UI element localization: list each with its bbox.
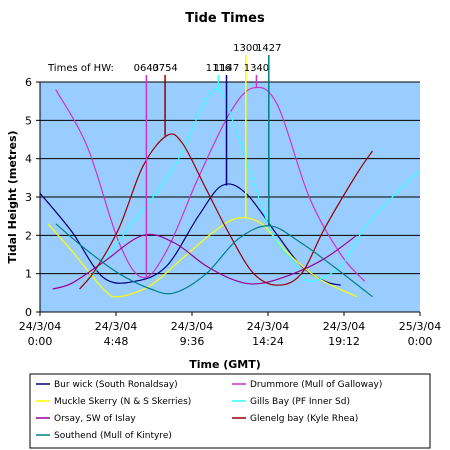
legend-label: Southend (Mull of Kintyre): [54, 431, 172, 441]
hw-marker-label: 1340: [244, 63, 269, 74]
series-line-1: [55, 86, 366, 282]
x-tick-label-date: 24/3/04: [95, 320, 137, 333]
x-tick-label-time: 0:00: [28, 335, 53, 348]
y-tick-label: 6: [25, 76, 32, 89]
x-tick-label-time: 19:12: [328, 335, 360, 348]
x-tick-label-date: 25/3/04: [399, 320, 441, 333]
x-tick-label-date: 24/3/04: [19, 320, 61, 333]
hw-marker-label: 1147: [214, 63, 239, 74]
series-line-4: [52, 233, 358, 290]
hw-marker-label: 0643: [134, 63, 159, 74]
y-tick-label: 5: [25, 114, 32, 127]
x-tick-label-time: 9:36: [180, 335, 205, 348]
legend-label: Glenelg bay (Kyle Rhea): [250, 414, 358, 424]
chart-title: Tide Times: [185, 11, 265, 26]
hw-marker-label: 1427: [256, 43, 281, 54]
x-tick-label-time: 0:00: [408, 335, 433, 348]
y-tick-label: 0: [25, 306, 32, 319]
x-tick-label-date: 24/3/04: [323, 320, 365, 333]
plot-area: 0 1 2 3 4 5 6 24/3/04 0:00 24/3/04 4:48 24/3/04 9:36…: [19, 43, 441, 348]
x-tick-label-date: 24/3/04: [247, 320, 289, 333]
y-tick-label: 2: [25, 229, 32, 242]
hw-marker-label: 1300: [233, 43, 258, 54]
x-tick-label-time: 14:24: [252, 335, 284, 348]
x-tick-label-time: 4:48: [104, 335, 129, 348]
hw-caption: Times of HW:: [47, 63, 114, 74]
hw-marker-label: 1116: [206, 63, 231, 74]
y-tick-label: 3: [25, 191, 32, 204]
legend-label: Gills Bay (PF Inner Sd): [250, 397, 350, 407]
legend: Bur wick (South Ronaldsay) Drummore (Mull…: [29, 373, 431, 449]
x-axis-title: Time (GMT): [189, 358, 261, 371]
series-line-2: [47, 217, 357, 298]
legend-label: Muckle Skerry (N & S Skerries): [54, 397, 191, 407]
legend-label: Drummore (Mull of Galloway): [250, 380, 382, 390]
series-line-5: [79, 133, 373, 290]
legend-box: [29, 373, 431, 449]
hw-marker-label: 0754: [152, 63, 177, 74]
series-line-3: [87, 88, 421, 282]
series-line-6: [55, 223, 373, 298]
legend-label: Orsay, SW of Islay: [54, 414, 136, 424]
x-tick-label-date: 24/3/04: [171, 320, 213, 333]
y-axis-title: Tidal Height (metres): [6, 130, 19, 263]
legend-label: Bur wick (South Ronaldsay): [54, 380, 178, 390]
y-tick-label: 4: [25, 153, 32, 166]
y-tick-label: 1: [25, 268, 32, 281]
